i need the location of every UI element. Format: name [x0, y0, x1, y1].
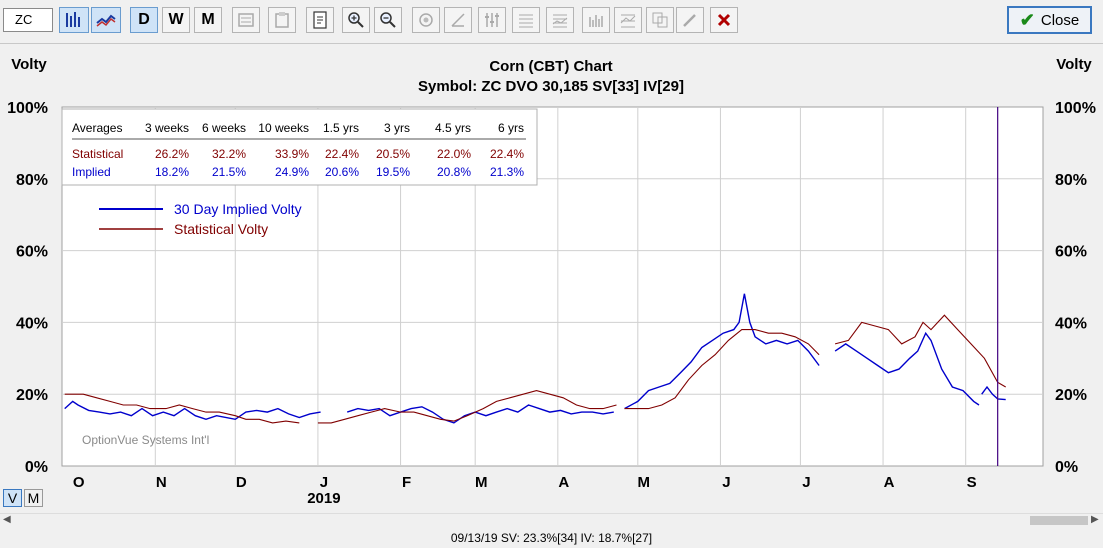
averages-header-cell: 10 weeks	[258, 121, 309, 135]
averages-value-cell: 32.2%	[212, 147, 246, 161]
implied-volty-line	[64, 293, 1006, 424]
sliders-icon[interactable]	[478, 7, 506, 33]
bar-chart-icon[interactable]	[59, 7, 89, 33]
y-tick-label-right: 0%	[1055, 459, 1078, 476]
zoom-in-icon[interactable]	[342, 7, 370, 33]
settings-icon[interactable]	[232, 7, 260, 33]
statistical-volty-line	[64, 314, 1006, 424]
x-month-label: O	[73, 474, 85, 491]
pencil-icon[interactable]	[676, 7, 704, 33]
watermark: OptionVue Systems Int'l	[82, 433, 209, 447]
x-month-label: A	[558, 474, 569, 491]
averages-value-cell: 20.5%	[376, 147, 410, 161]
clipboard-icon[interactable]	[268, 7, 296, 33]
x-month-label: M	[475, 474, 488, 491]
averages-value-cell: 22.4%	[490, 147, 524, 161]
averages-value-cell: 24.9%	[275, 165, 309, 179]
averages-value-cell: 22.0%	[437, 147, 471, 161]
averages-table	[61, 108, 538, 186]
y-tick-label-right: 60%	[1055, 244, 1087, 261]
symbol-input[interactable]: ZC	[3, 8, 53, 32]
copy-icon[interactable]	[646, 7, 674, 33]
weekly-button[interactable]: W	[162, 7, 190, 33]
x-month-label: D	[236, 474, 247, 491]
checkmark-icon: ✔	[1019, 9, 1035, 30]
averages-value-cell: 19.5%	[376, 165, 410, 179]
scroll-left-icon[interactable]: ◀	[3, 514, 11, 525]
averages-value-cell: 20.6%	[325, 165, 359, 179]
grid-lines-icon[interactable]	[546, 7, 574, 33]
close-button-label: Close	[1040, 11, 1080, 29]
v-toggle-button[interactable]: V	[3, 489, 22, 507]
averages-header-cell: Averages	[72, 121, 122, 135]
target-icon[interactable]	[412, 7, 440, 33]
x-month-label: M	[638, 474, 651, 491]
averages-header-cell: 3 yrs	[384, 121, 410, 135]
averages-row-label: Statistical	[72, 147, 123, 161]
print-preview-icon[interactable]	[306, 7, 334, 33]
y-tick-label-right: 20%	[1055, 387, 1087, 404]
averages-value-cell: 21.3%	[490, 165, 524, 179]
averages-value-cell: 20.8%	[437, 165, 471, 179]
x-month-label: F	[402, 474, 411, 491]
y-tick-label-right: 80%	[1055, 172, 1087, 189]
chart-title: Corn (CBT) Chart	[489, 58, 612, 75]
y-tick-label-left: 40%	[16, 315, 48, 332]
legend-statistical-label: Statistical Volty	[174, 221, 268, 237]
x-year-label: 2019	[307, 490, 340, 507]
y-tick-label-right: 100%	[1055, 100, 1096, 117]
delete-icon[interactable]	[710, 7, 738, 33]
scroll-right-icon[interactable]: ▶	[1091, 514, 1099, 525]
x-month-label: S	[967, 474, 977, 491]
averages-value-cell: 22.4%	[325, 147, 359, 161]
chart-lines-icon[interactable]	[614, 7, 642, 33]
line-chart-icon[interactable]	[91, 7, 121, 33]
monthly-button[interactable]: M	[194, 7, 222, 33]
y-tick-label-right: 40%	[1055, 315, 1087, 332]
m-toggle-button[interactable]: M	[24, 489, 43, 507]
x-month-label: J	[802, 474, 810, 491]
averages-header-cell: 3 weeks	[145, 121, 189, 135]
volatility-chart: 0% 0% 20% 20% 40% 40% 60% 60% 80% 80% 100% 100% O N D J…	[7, 56, 1096, 507]
toolbar: ZC D W M	[0, 0, 1103, 44]
y-tick-label-left: 60%	[16, 244, 48, 261]
y-tick-label-left: 0%	[25, 459, 48, 476]
y-axis-title-right: Volty	[1056, 56, 1092, 73]
averages-header-cell: 1.5 yrs	[323, 121, 359, 135]
volume-bars-icon[interactable]	[582, 7, 610, 33]
y-tick-label-left: 80%	[16, 172, 48, 189]
legend-implied-label: 30 Day Implied Volty	[174, 201, 302, 217]
horizontal-scrollbar[interactable]: ◀ ▶	[0, 513, 1103, 526]
chart-subtitle: Symbol: ZC DVO 30,185 SV[33] IV[29]	[418, 78, 684, 95]
averages-value-cell: 33.9%	[275, 147, 309, 161]
x-month-label: J	[722, 474, 730, 491]
x-month-label: J	[320, 474, 328, 491]
averages-header-cell: 4.5 yrs	[435, 121, 471, 135]
grid-chart-icon[interactable]	[512, 7, 540, 33]
y-axis-title-left: Volty	[11, 56, 47, 73]
x-month-label: N	[156, 474, 167, 491]
status-bar: 09/13/19 SV: 23.3%[34] IV: 18.7%[27]	[450, 531, 653, 545]
averages-header-cell: 6 yrs	[498, 121, 524, 135]
x-month-label: A	[884, 474, 895, 491]
view-toggle: V M	[3, 489, 43, 507]
averages-header-cell: 6 weeks	[202, 121, 246, 135]
close-button[interactable]: ✔ Close	[1007, 6, 1092, 34]
zoom-out-icon[interactable]	[374, 7, 402, 33]
averages-value-cell: 26.2%	[155, 147, 189, 161]
averages-value-cell: 18.2%	[155, 165, 189, 179]
daily-button[interactable]: D	[130, 7, 158, 33]
y-tick-label-left: 100%	[7, 100, 48, 117]
averages-value-cell: 21.5%	[212, 165, 246, 179]
chart-area: 0% 0% 20% 20% 40% 40% 60% 60% 80% 80% 100% 100% O N D J…	[0, 45, 1103, 513]
scrollbar-thumb[interactable]	[1030, 516, 1088, 525]
averages-row-label: Implied	[72, 165, 111, 179]
angle-icon[interactable]	[444, 7, 472, 33]
y-tick-label-left: 20%	[16, 387, 48, 404]
